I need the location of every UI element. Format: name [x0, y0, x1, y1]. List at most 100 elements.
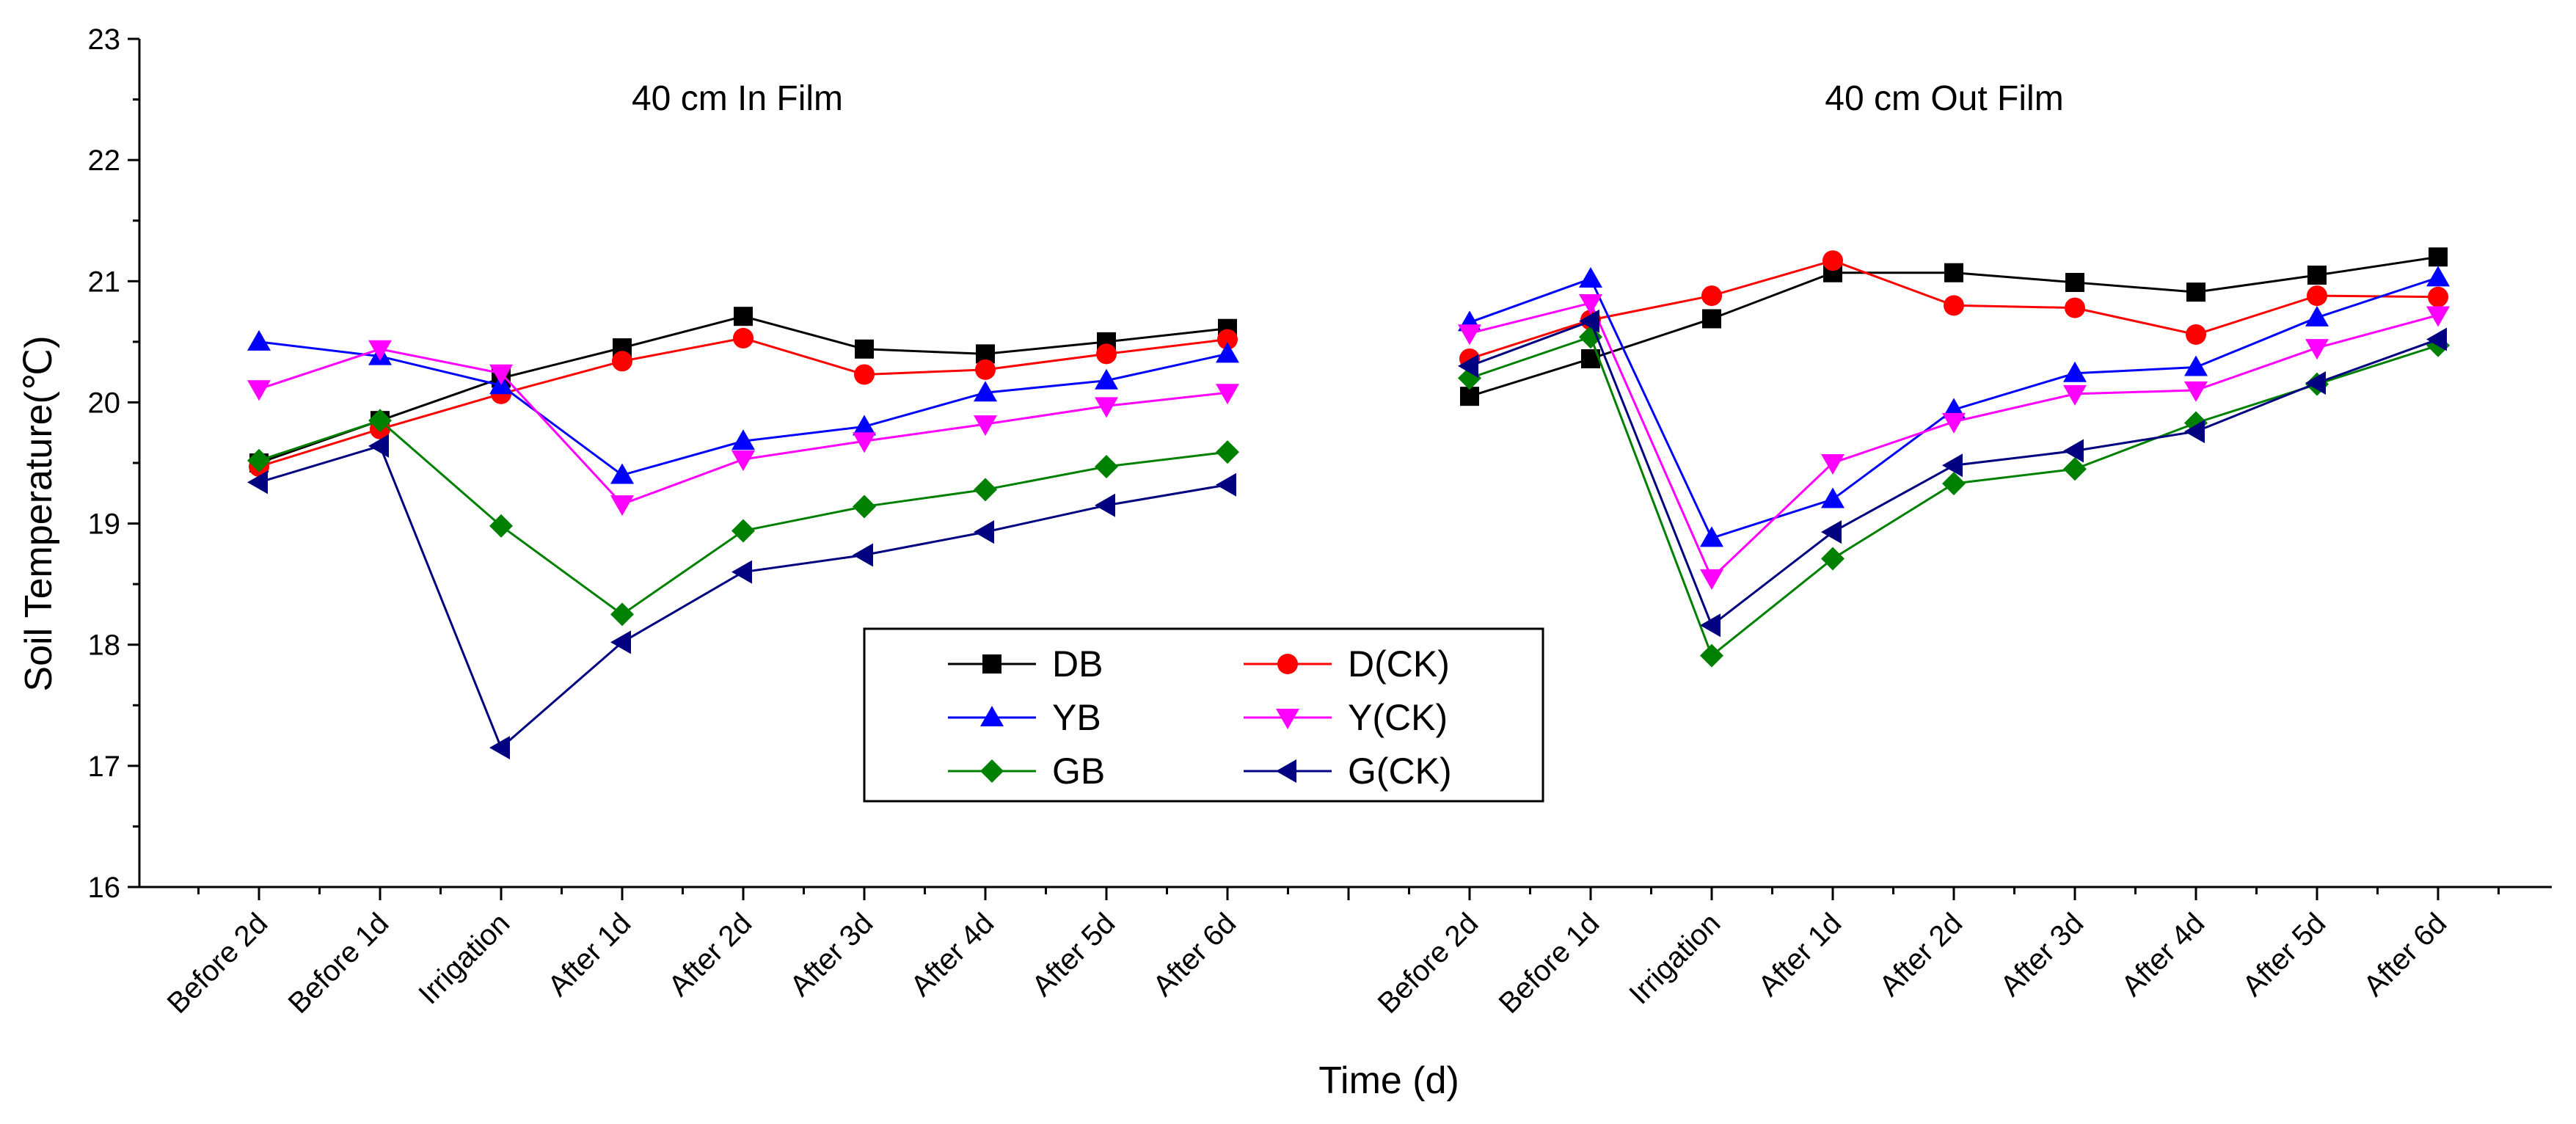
- legend-label: GB: [1052, 751, 1105, 792]
- data-point: [974, 381, 997, 402]
- legend-box: [863, 627, 1544, 803]
- series-gck-panel-2: [1458, 309, 2447, 638]
- legend-label: DB: [1052, 643, 1103, 685]
- data-point: [368, 434, 389, 458]
- data-point: [974, 415, 997, 437]
- data-point: [2429, 247, 2448, 267]
- x-tick-label: Before 2d: [161, 907, 274, 1020]
- data-point: [2063, 439, 2084, 463]
- data-point: [1458, 354, 1478, 378]
- legend-marker: [1277, 654, 1298, 674]
- data-point: [1579, 294, 1602, 315]
- data-point: [610, 463, 634, 484]
- data-point: [974, 520, 994, 544]
- data-point: [1942, 412, 1966, 434]
- data-point: [731, 560, 752, 584]
- data-point: [2426, 306, 2450, 327]
- data-point: [247, 470, 268, 495]
- series-line: [1469, 302, 2439, 580]
- data-point: [1217, 329, 1238, 350]
- data-point: [610, 602, 634, 627]
- data-point: [974, 478, 997, 502]
- data-point: [2186, 324, 2206, 345]
- series-layer: [247, 247, 2450, 760]
- data-point: [489, 736, 510, 760]
- series-gb-panel-2: [1458, 325, 2450, 668]
- data-point: [2307, 285, 2327, 307]
- data-point: [1944, 295, 1964, 316]
- legend-marker: [1276, 759, 1296, 783]
- data-point: [733, 327, 754, 348]
- data-point: [853, 415, 876, 436]
- data-point: [1095, 493, 1115, 517]
- data-point: [2184, 381, 2208, 402]
- data-point: [2305, 305, 2329, 326]
- legend-item: D(CK): [1244, 643, 1450, 685]
- x-tick-label: Before 1d: [282, 907, 395, 1020]
- data-point: [1216, 342, 1239, 363]
- data-point: [368, 409, 392, 433]
- series-gb-panel-1: [247, 409, 1239, 627]
- data-point: [2305, 371, 2326, 395]
- data-point: [1579, 309, 1599, 333]
- panel-title: 40 cm Out Film: [1825, 79, 2063, 118]
- data-point: [489, 514, 513, 538]
- data-point: [2426, 327, 2447, 351]
- y-tick-label: 21: [88, 266, 121, 298]
- x-tick-label: After 2d: [1873, 907, 1969, 1002]
- legend-marker: [980, 706, 1004, 726]
- series-gck-panel-1: [247, 434, 1236, 760]
- data-point: [489, 364, 513, 385]
- data-point: [2184, 355, 2208, 376]
- x-tick-label: After 6d: [2357, 907, 2453, 1002]
- legend-marker: [982, 654, 1001, 674]
- data-point: [1700, 643, 1723, 668]
- y-tick-label: 19: [88, 508, 121, 541]
- data-point: [1822, 250, 1843, 271]
- legend-marker: [980, 759, 1004, 783]
- data-point: [1700, 569, 1723, 590]
- legend-label: Y(CK): [1348, 697, 1448, 738]
- data-point: [731, 519, 755, 543]
- data-point: [247, 329, 271, 351]
- data-point: [610, 495, 634, 517]
- data-point: [1096, 343, 1117, 365]
- data-point: [1579, 266, 1602, 288]
- legend-label: D(CK): [1348, 643, 1450, 685]
- data-point: [1821, 547, 1845, 571]
- data-point: [2063, 384, 2087, 406]
- x-tick-label: Before 1d: [1493, 907, 1606, 1020]
- data-point: [2063, 361, 2087, 382]
- x-tick-label: After 2d: [663, 907, 758, 1002]
- x-tick-label: After 4d: [905, 907, 1000, 1002]
- y-tick-label: 20: [88, 387, 121, 419]
- data-point: [1458, 324, 1481, 346]
- data-point: [368, 340, 392, 361]
- series-line: [258, 348, 1228, 506]
- legend-label: YB: [1052, 697, 1101, 738]
- data-point: [855, 339, 874, 359]
- data-point: [2426, 266, 2450, 287]
- x-tick-label: After 1d: [541, 907, 637, 1002]
- data-point: [1700, 613, 1721, 638]
- panel-title: 40 cm In Film: [632, 79, 843, 118]
- y-tick-label: 18: [88, 629, 121, 662]
- data-point: [1700, 526, 1723, 547]
- data-point: [854, 364, 875, 385]
- data-point: [1942, 472, 1966, 496]
- data-point: [1216, 472, 1236, 497]
- data-point: [731, 450, 755, 472]
- data-point: [853, 432, 876, 453]
- data-point: [2305, 339, 2329, 360]
- series-db-panel-2: [1460, 247, 2448, 406]
- legend: DB D(CK) YB Y(CK) GB G(CK): [863, 627, 1544, 803]
- legend-item: Y(CK): [1244, 697, 1448, 738]
- data-point: [1942, 453, 1963, 478]
- data-point: [1821, 454, 1845, 475]
- x-tick-label: After 5d: [1026, 907, 1121, 1002]
- x-axis-label: Time (d): [1318, 1059, 1459, 1102]
- data-point: [734, 307, 753, 326]
- data-point: [1944, 263, 1963, 282]
